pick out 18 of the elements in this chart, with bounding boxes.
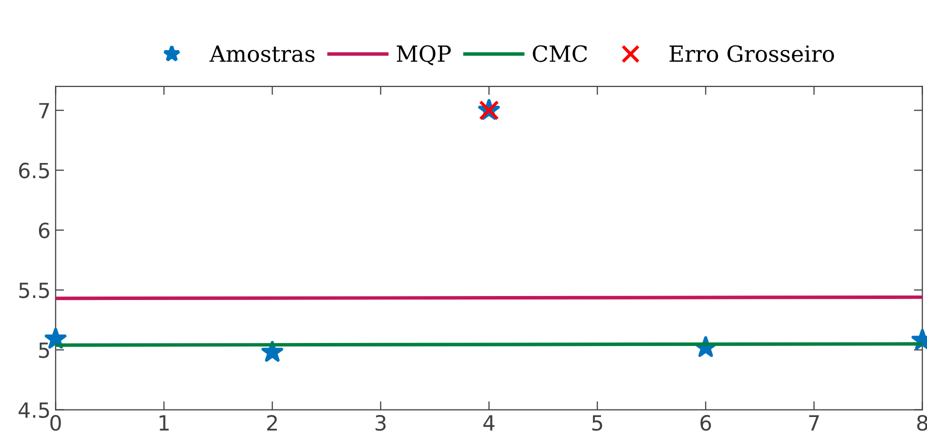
- x-tick-label: 7: [809, 415, 819, 430]
- y-tick-label: 6.5: [19, 162, 49, 178]
- x-tick-label: 4: [483, 415, 494, 430]
- x-tick-label: 6: [700, 415, 711, 431]
- y-tick-label: 5.5: [19, 282, 49, 298]
- x-tick-label: 1: [160, 415, 169, 430]
- y-tick-label: 6: [38, 222, 50, 238]
- y-tick-label: 7: [39, 103, 49, 118]
- legend-label: Erro Grosseiro: [670, 45, 834, 62]
- y-tick-label: 5: [39, 342, 49, 358]
- legend-label: MQP: [396, 45, 451, 66]
- y-tick-label: 4.5: [18, 402, 49, 418]
- x-tick-label: 3: [376, 415, 386, 431]
- legend-label: CMC: [532, 45, 588, 62]
- legend-label: Amostras: [209, 46, 315, 62]
- x-tick-label: 5: [592, 415, 602, 431]
- x-tick-label: 0: [50, 415, 61, 431]
- x-tick-label: 2: [267, 415, 277, 430]
